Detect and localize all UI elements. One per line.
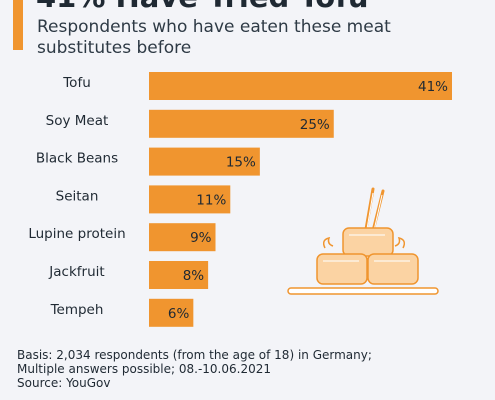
- accent-bar: [13, 0, 23, 50]
- footer-source: Source: YouGov: [17, 376, 111, 390]
- tofu-with-chopsticks-icon: [287, 187, 439, 295]
- value-label: 41%: [418, 79, 448, 95]
- bar: [149, 223, 216, 252]
- chart-footer: Basis: 2,034 respondents (from the age o…: [17, 348, 372, 390]
- bar: [149, 261, 209, 289]
- value-label: 6%: [168, 306, 190, 322]
- chart-title: 41% Have Tried Tofu: [36, 0, 369, 14]
- footer-basis: Basis: 2,034 respondents (from the age o…: [17, 348, 372, 362]
- category-label: Lupine protein: [28, 226, 125, 242]
- bar: [149, 185, 231, 214]
- category-label: Soy Meat: [46, 113, 109, 129]
- chart-subtitle: Respondents who have eaten these meat su…: [37, 17, 391, 58]
- value-label: 9%: [190, 230, 212, 246]
- category-label: Tempeh: [50, 302, 104, 318]
- bar: [149, 147, 260, 176]
- bar-chart: Tofu 41% Soy Meat 25% Black Beans 15% Seitan 11…: [28, 72, 452, 327]
- value-label: 11%: [196, 192, 226, 208]
- category-label: Tofu: [62, 75, 91, 91]
- category-label: Black Beans: [36, 151, 118, 167]
- category-label: Jackfruit: [48, 264, 104, 280]
- footer-note: Multiple answers possible; 08.-10.06.202…: [17, 362, 271, 376]
- category-label: Seitan: [56, 188, 99, 204]
- bar: [149, 109, 334, 138]
- value-label: 8%: [183, 268, 205, 284]
- value-label: 15%: [226, 155, 256, 171]
- bar: [149, 72, 452, 100]
- value-label: 25%: [300, 117, 330, 133]
- bar: [149, 298, 194, 327]
